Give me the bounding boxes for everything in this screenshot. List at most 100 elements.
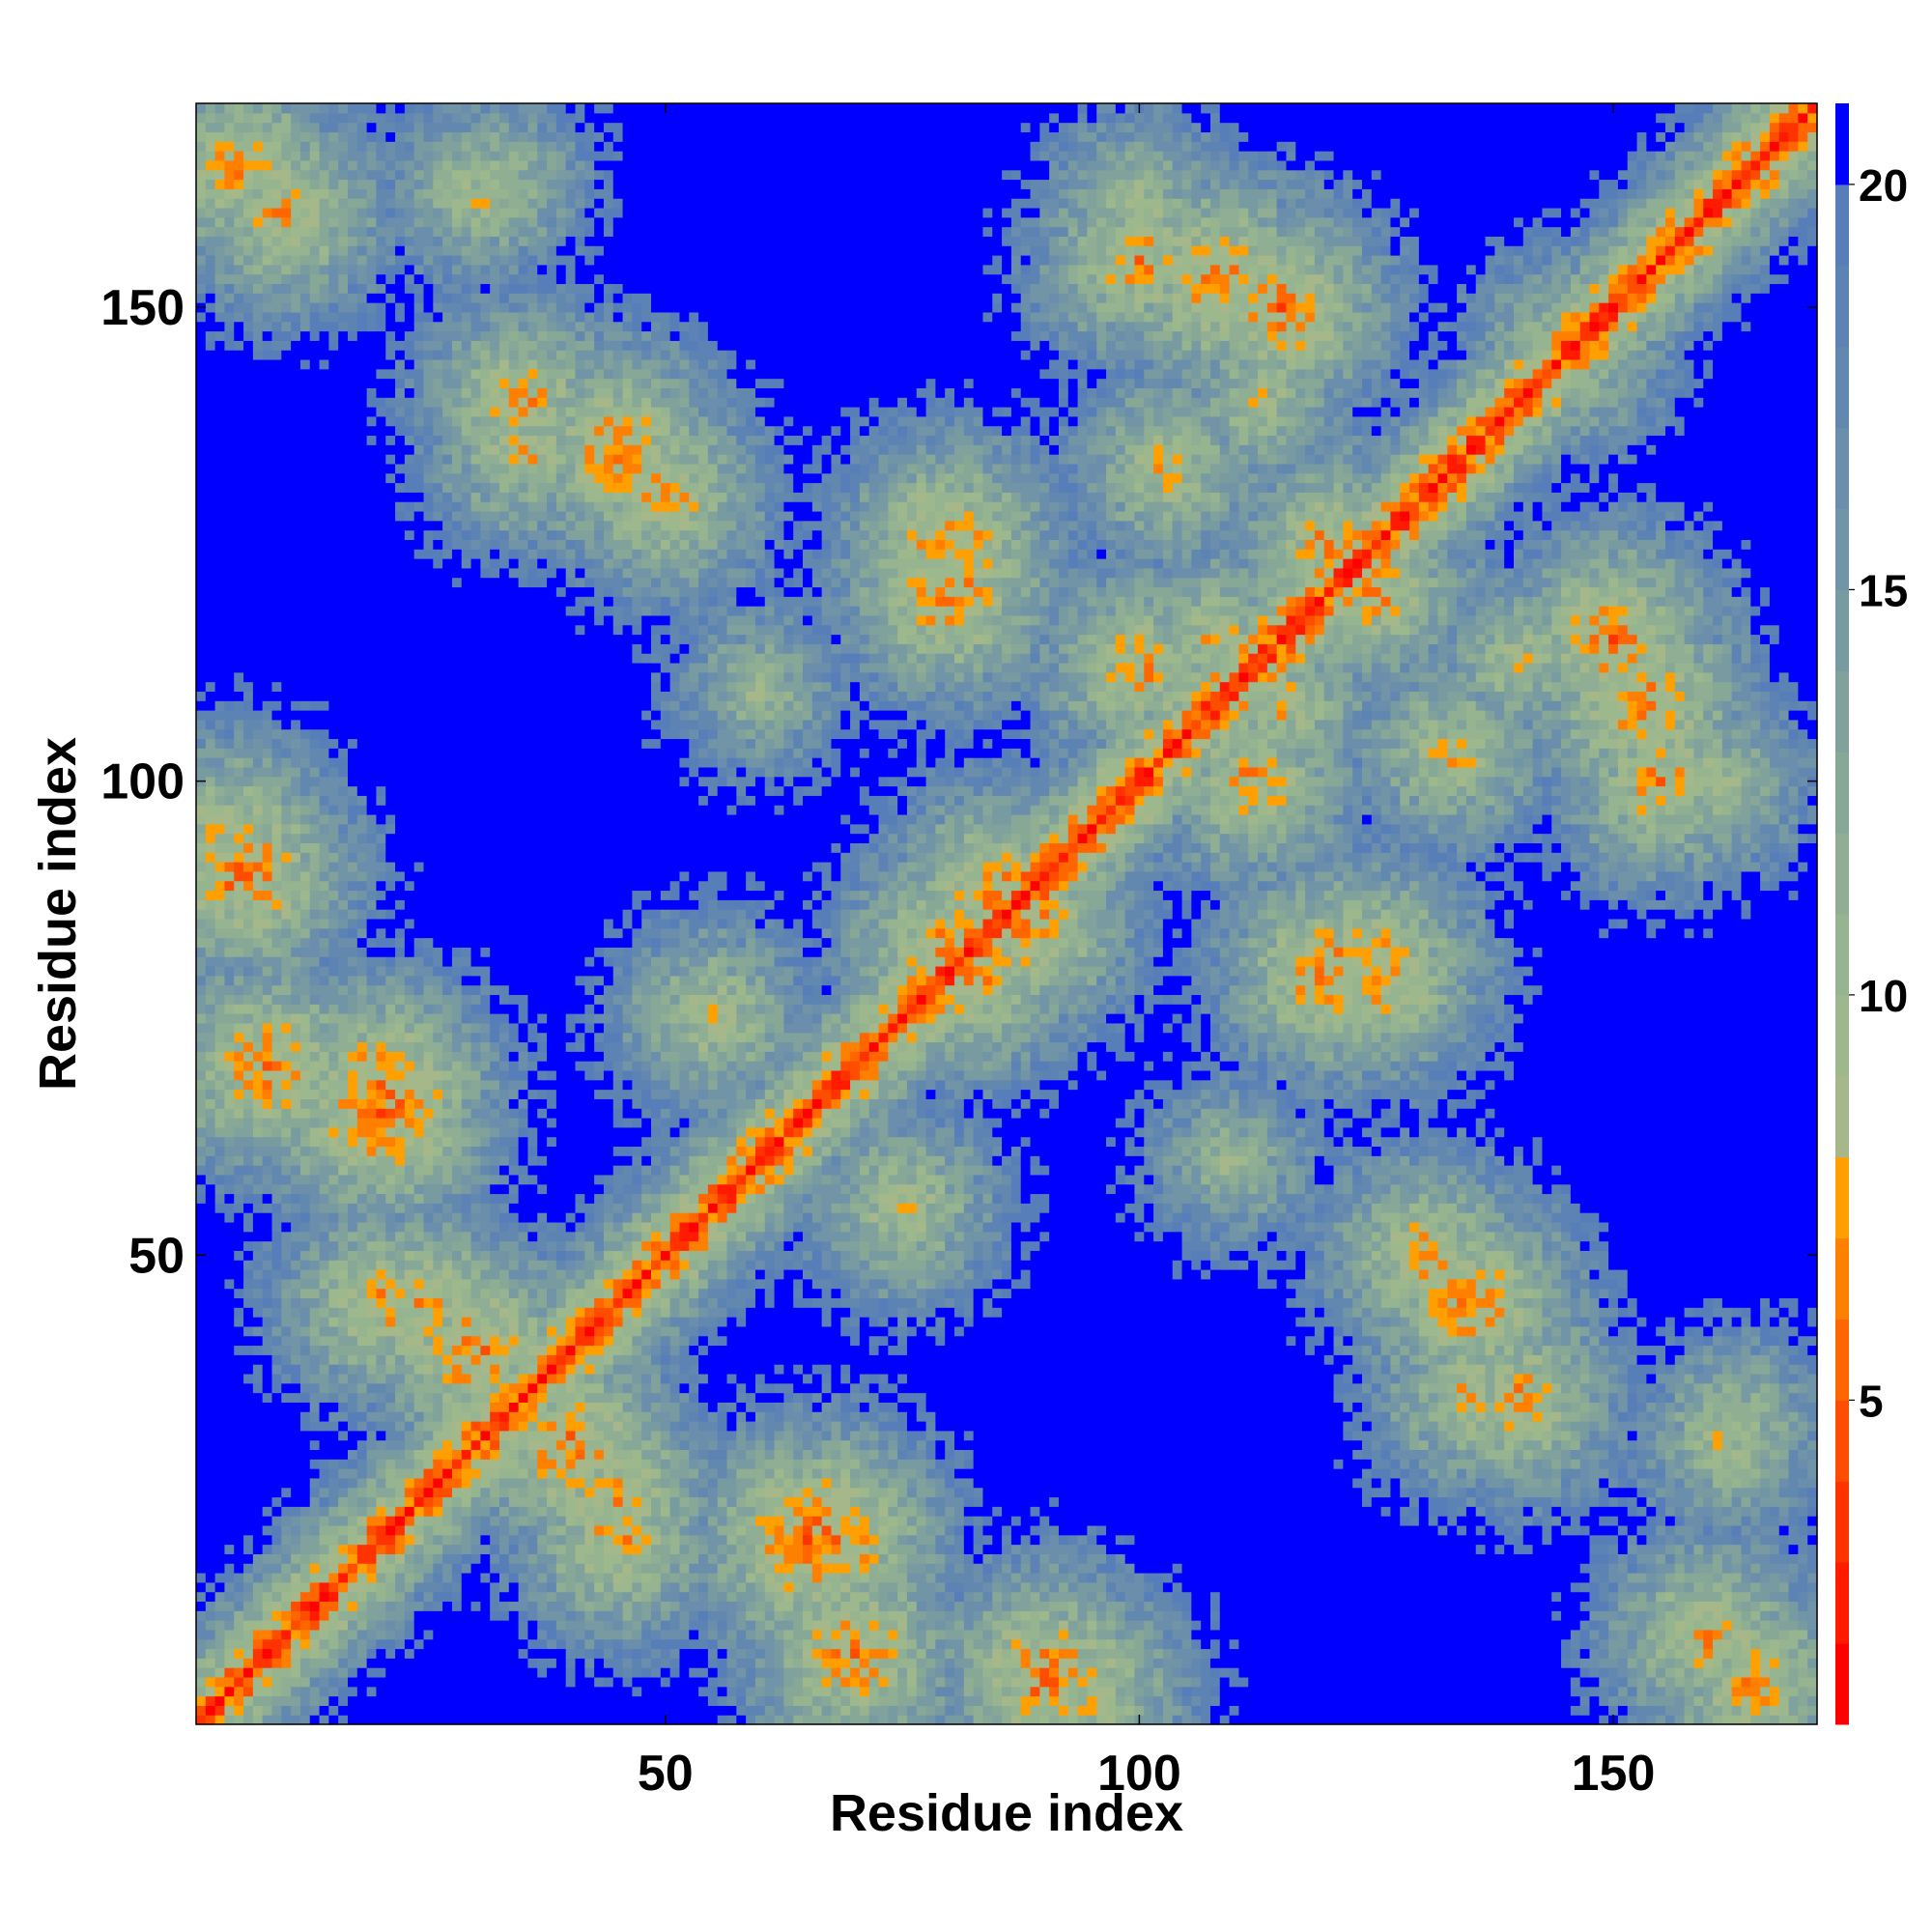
heatmap-cell — [224, 1317, 235, 1327]
heatmap-cell — [299, 245, 311, 256]
heatmap-cell — [214, 273, 226, 285]
heatmap-cell — [461, 1439, 472, 1451]
heatmap-cell — [214, 994, 226, 1005]
heatmap-cell — [196, 1553, 207, 1564]
heatmap-cell — [385, 368, 396, 380]
heatmap-cell — [319, 188, 329, 199]
heatmap-cell — [262, 1307, 273, 1318]
heatmap-cell — [243, 710, 254, 721]
heatmap-cell — [356, 1260, 368, 1270]
heatmap-cell — [366, 112, 378, 124]
heatmap-cell — [214, 103, 226, 114]
heatmap-cell — [281, 805, 292, 815]
heatmap-cell — [433, 1051, 443, 1062]
heatmap-cell — [299, 1620, 311, 1631]
heatmap-cell — [319, 852, 329, 863]
heatmap-cell — [356, 1581, 368, 1593]
heatmap-cell — [385, 947, 396, 957]
heatmap-cell — [338, 1373, 349, 1384]
heatmap-cell — [299, 1098, 311, 1109]
heatmap-cell — [234, 671, 244, 683]
heatmap-cell — [252, 738, 264, 749]
heatmap-cell — [376, 691, 386, 701]
heatmap-cell — [205, 624, 216, 636]
heatmap-cell — [205, 614, 216, 626]
heatmap-cell — [291, 1051, 301, 1062]
heatmap-cell — [395, 131, 406, 142]
heatmap-cell — [214, 1183, 226, 1195]
heatmap-cell — [423, 1382, 434, 1394]
heatmap-cell — [338, 1240, 349, 1251]
heatmap-cell — [309, 728, 321, 740]
heatmap-cell — [328, 1183, 339, 1195]
heatmap-cell — [348, 567, 358, 579]
heatmap-cell — [262, 340, 273, 351]
heatmap-cell — [299, 539, 311, 550]
heatmap-cell — [433, 1420, 443, 1432]
heatmap-cell — [461, 852, 472, 863]
heatmap-cell — [385, 1459, 396, 1469]
heatmap-cell — [214, 1449, 226, 1460]
heatmap-cell — [376, 1203, 386, 1213]
heatmap-cell — [299, 1212, 311, 1223]
heatmap-cell — [299, 738, 311, 749]
heatmap-cell — [433, 169, 443, 181]
heatmap-cell — [328, 614, 339, 626]
heatmap-cell — [433, 909, 443, 920]
heatmap-cell — [404, 984, 415, 996]
heatmap-cell — [451, 1174, 463, 1185]
heatmap-cell — [442, 482, 453, 493]
heatmap-cell — [271, 1013, 282, 1024]
heatmap-cell — [271, 643, 282, 654]
heatmap-cell — [442, 909, 453, 920]
heatmap-cell — [433, 1117, 443, 1128]
heatmap-cell — [262, 539, 273, 550]
heatmap-cell — [413, 454, 425, 465]
heatmap-cell — [214, 776, 226, 787]
heatmap-cell — [243, 1459, 254, 1469]
heatmap-cell — [348, 226, 358, 237]
heatmap-cell — [319, 1629, 329, 1640]
heatmap-cell — [252, 1591, 264, 1603]
heatmap-cell — [356, 596, 368, 607]
heatmap-cell — [433, 397, 443, 408]
heatmap-cell — [291, 207, 301, 218]
heatmap-cell — [423, 728, 434, 740]
heatmap-cell — [224, 549, 235, 559]
heatmap-cell — [366, 927, 378, 939]
heatmap-cell — [404, 1705, 415, 1716]
heatmap-cell — [423, 1430, 434, 1441]
heatmap-cell — [252, 472, 264, 484]
heatmap-cell — [234, 378, 244, 388]
heatmap-cell — [356, 994, 368, 1005]
heatmap-cell — [224, 975, 235, 986]
heatmap-cell — [366, 1516, 378, 1526]
heatmap-cell — [281, 1354, 292, 1365]
heatmap-cell — [224, 1459, 235, 1469]
heatmap-cell — [413, 738, 425, 749]
heatmap-cell — [356, 880, 368, 892]
heatmap-cell — [319, 1317, 329, 1327]
heatmap-cell — [348, 918, 358, 929]
heatmap-cell — [271, 624, 282, 636]
heatmap-cell — [252, 415, 264, 427]
heatmap-cell — [243, 510, 254, 522]
heatmap-cell — [252, 1297, 264, 1308]
heatmap-cell — [328, 330, 339, 341]
heatmap-cell — [299, 1695, 311, 1706]
heatmap-cell — [262, 823, 273, 835]
heatmap-cell — [234, 662, 244, 673]
heatmap-cell — [205, 159, 216, 171]
heatmap-cell — [234, 1240, 244, 1251]
heatmap-cell — [271, 833, 282, 843]
heatmap-cell — [262, 728, 273, 740]
heatmap-cell — [243, 1591, 254, 1603]
heatmap-cell — [243, 539, 254, 550]
heatmap-cell — [234, 862, 244, 872]
heatmap-cell — [243, 188, 254, 199]
heatmap-cell — [376, 378, 386, 388]
heatmap-cell — [404, 1544, 415, 1554]
heatmap-cell — [243, 1345, 254, 1355]
heatmap-cell — [252, 1420, 264, 1432]
heatmap-cell — [243, 1382, 254, 1394]
